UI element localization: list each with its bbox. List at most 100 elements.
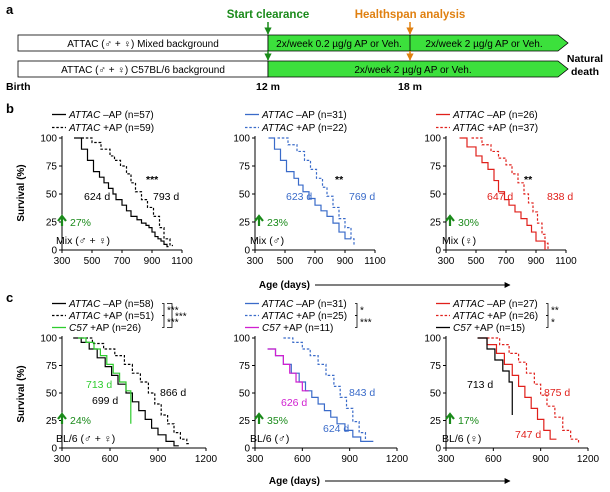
- x-tick-label: 900: [150, 454, 167, 465]
- x-axis-label-b: Age (days): [259, 280, 310, 291]
- legend-italic: ATTAC: [452, 123, 485, 134]
- legend-entry: ATTAC +AP (n=37): [452, 123, 538, 134]
- legend-entry: ATTAC –AP (n=58): [68, 299, 154, 310]
- sig-bracket: [162, 303, 165, 316]
- significance-stars: **: [524, 174, 533, 186]
- y-tick-label: 50: [430, 190, 442, 201]
- y-tick-label: 100: [40, 334, 57, 345]
- legend-italic: ATTAC: [452, 311, 485, 322]
- legend-italic: ATTAC: [68, 299, 101, 310]
- median-pos-ap: 838 d: [547, 191, 573, 203]
- panel-a: a Start clearance Healthspan analysis AT…: [6, 2, 603, 93]
- x-tick-label: 1200: [386, 454, 409, 465]
- y-tick-label: 75: [239, 361, 251, 372]
- y-tick-label: 0: [244, 444, 250, 455]
- legend-text: +AP (n=59): [100, 123, 154, 134]
- month12-label: 12 m: [256, 81, 280, 93]
- legend-text: +AP (n=11): [280, 323, 333, 334]
- survival-curve-c57-ap: [78, 337, 132, 424]
- y-tick-label: 0: [51, 246, 57, 257]
- y-tick-label: 50: [239, 389, 251, 400]
- legend-entry: C57 +AP (n=15): [453, 323, 525, 334]
- sig-bracket-label: ***: [360, 318, 372, 329]
- chart-c3: 0 25 50 75 100 300 600 900 1200 ATTAC –AP (n=27)A…: [424, 299, 599, 465]
- legend-text: –AP (n=26): [484, 110, 537, 121]
- y-tick-label: 50: [46, 389, 58, 400]
- legend-text: –AP (n=27): [484, 299, 537, 310]
- median-neg-ap: 647 d: [487, 191, 513, 203]
- x-tick-label: 500: [277, 256, 294, 267]
- median-neg-ap: 624 d: [84, 191, 110, 203]
- y-tick-label: 25: [430, 218, 442, 229]
- up-arrow-icon: [57, 214, 67, 226]
- bar1-seg2-label: 2x/week 2 µg/g AP or Veh.: [425, 39, 542, 50]
- up-arrow-icon: [445, 412, 455, 424]
- x-tick-label: 1200: [195, 454, 218, 465]
- median-pos-ap: 843 d: [349, 387, 375, 399]
- sig-bracket-label: ***: [175, 312, 187, 323]
- x-tick-label: 900: [532, 454, 549, 465]
- median-c57: 713 d: [467, 379, 493, 391]
- panel-b-label: b: [6, 101, 14, 116]
- lifespan-increase: 24%: [70, 415, 91, 427]
- legend-italic: ATTAC: [68, 110, 101, 121]
- median-c57: 713 d: [86, 379, 112, 391]
- legend-text: –AP (n=58): [100, 299, 153, 310]
- y-tick-label: 50: [239, 190, 251, 201]
- median-pos-ap: 769 d: [349, 191, 375, 203]
- legend-entry: ATTAC +AP (n=59): [68, 123, 154, 134]
- survival-curve--ap: [477, 337, 557, 440]
- legend-entry: ATTAC –AP (n=27): [452, 299, 538, 310]
- survival-curve-c57-ap: [477, 337, 513, 415]
- legend-text: +AP (n=25): [293, 311, 347, 322]
- x-tick-label: 500: [468, 256, 485, 267]
- sig-bracket-label: *: [551, 318, 555, 329]
- natural-death-line2: death: [571, 66, 599, 78]
- bar1-seg1-label: 2x/week 0.2 µg/g AP or Veh.: [276, 39, 402, 50]
- median-c57: 626 d: [281, 397, 307, 409]
- bar2-seg1-label: 2x/week 2 µg/g AP or Veh.: [354, 65, 471, 76]
- up-arrow-icon: [445, 214, 455, 226]
- y-tick-label: 75: [46, 361, 58, 372]
- legend-italic: ATTAC: [261, 110, 294, 121]
- x-tick-label: 300: [247, 256, 264, 267]
- sig-bracket: [546, 315, 549, 328]
- survival-curve--ap: [277, 137, 355, 246]
- legend-italic: ATTAC: [261, 123, 294, 134]
- sig-bracket: [355, 303, 358, 316]
- lifespan-increase: 35%: [267, 415, 288, 427]
- median-neg-ap: 747 d: [515, 429, 541, 441]
- significance-stars: ***: [146, 174, 159, 186]
- legend-text: +AP (n=26): [87, 323, 141, 334]
- legend-entry: ATTAC –AP (n=31): [261, 299, 347, 310]
- median-pos-ap: 866 d: [160, 387, 186, 399]
- y-tick-label: 25: [430, 416, 442, 427]
- sig-bracket: [546, 303, 549, 316]
- bar1-treatment-arrow: [267, 34, 569, 52]
- median-neg-ap: 699 d: [92, 395, 118, 407]
- chart-c1: 0 25 50 75 100 300 600 900 1200 ATTAC –AP (n=58)A…: [40, 299, 217, 465]
- legend-italic: ATTAC: [68, 311, 101, 322]
- x-tick-label: 900: [337, 256, 354, 267]
- y-tick-label: 75: [430, 162, 442, 173]
- legend-text: +AP (n=37): [484, 123, 538, 134]
- median-neg-ap: 623 d: [286, 191, 312, 203]
- bar2-treatment-arrow: [267, 60, 569, 78]
- lifespan-increase: 27%: [70, 217, 91, 229]
- legend-text: –AP (n=57): [100, 110, 153, 121]
- lifespan-increase: 30%: [458, 217, 479, 229]
- sig-bracket: [355, 315, 358, 328]
- legend-italic: ATTAC: [452, 110, 485, 121]
- legend-entry: ATTAC +AP (n=26): [452, 311, 538, 322]
- y-tick-label: 100: [424, 334, 441, 345]
- chart-b3: 0 25 50 75 100 300 500 700 900 1100 ATTAC –AP (n=2…: [424, 110, 577, 267]
- x-tick-label: 600: [102, 454, 119, 465]
- x-tick-label: 1100: [364, 256, 386, 267]
- y-tick-label: 25: [239, 218, 251, 229]
- start-clearance-label: Start clearance: [227, 9, 309, 21]
- chart-b2: 0 25 50 75 100 300 500 700 900 1100 ATTAC –AP (n=3…: [233, 110, 386, 267]
- y-tick-label: 25: [239, 416, 251, 427]
- y-tick-label: 75: [46, 162, 58, 173]
- natural-death-line1: Natural: [567, 53, 603, 65]
- legend-italic: ATTAC: [261, 299, 294, 310]
